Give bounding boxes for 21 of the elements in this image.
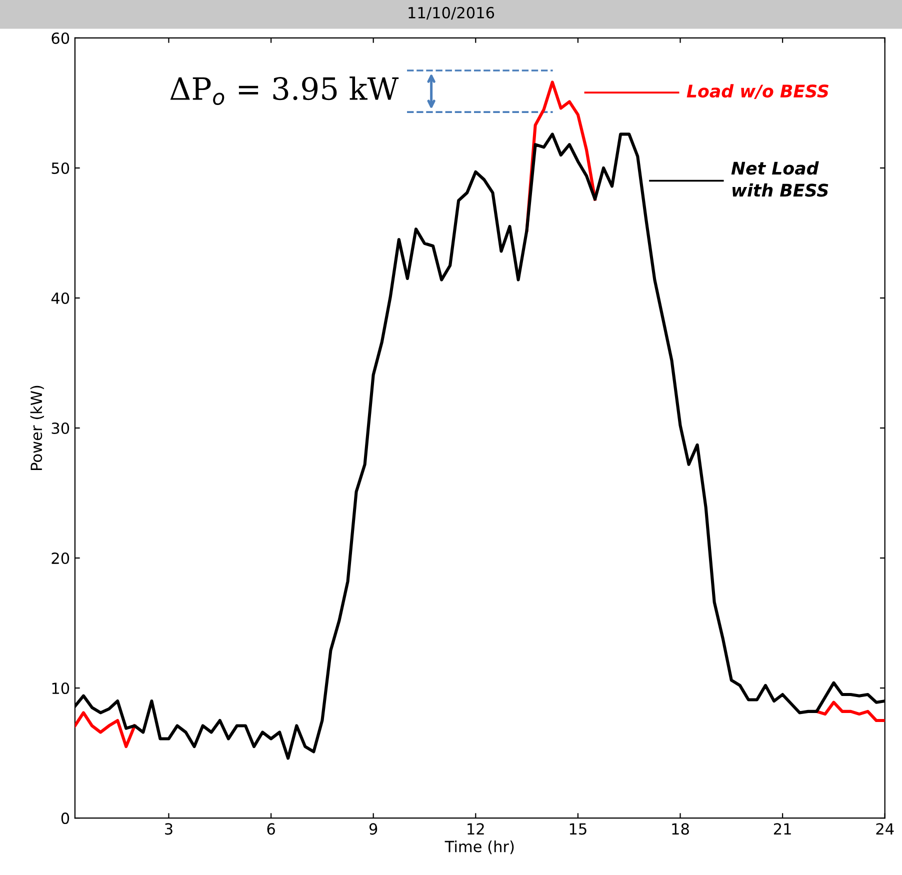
x-tick-label: 3	[165, 823, 172, 835]
x-axis-title: Time (hr)	[444, 840, 514, 854]
y-tick-label: 30	[52, 422, 70, 434]
x-tick-label: 12	[468, 823, 484, 835]
text: Load w/o BESS	[686, 84, 828, 99]
x-tick-label: 9	[369, 823, 378, 835]
x-tick-label: 18	[672, 823, 689, 835]
chart-title: 11/10/2016	[408, 6, 494, 20]
y-tick-label: 50	[52, 162, 70, 174]
y-tick-label: 0	[61, 812, 70, 824]
y-tick-label: 60	[52, 32, 70, 44]
legend-label: Net Load with BESS	[731, 161, 828, 197]
x-tick-label: 6	[267, 823, 275, 835]
x-tick-label: 21	[774, 823, 791, 835]
y-tick-label: 10	[52, 682, 70, 694]
x-tick-label: 24	[876, 823, 894, 835]
x-tick-label: 15	[570, 823, 586, 835]
annotation: ΔP$_{o}$ = 3.95 kW	[170, 76, 399, 106]
y-tick-label: 40	[51, 292, 70, 304]
y-tick-label: 20	[52, 552, 70, 564]
y-axis-title: Power (kW)	[30, 386, 44, 470]
